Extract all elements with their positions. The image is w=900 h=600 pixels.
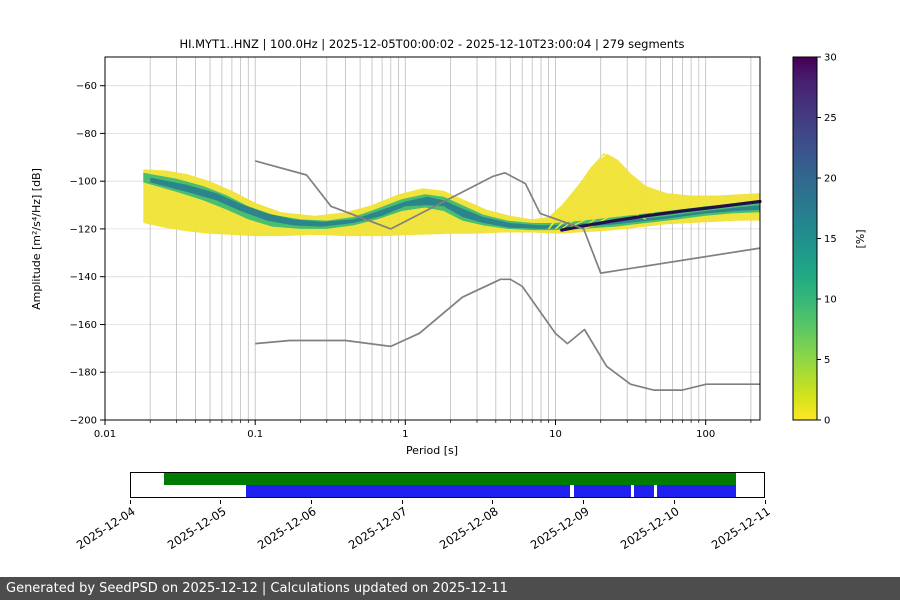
timeline-coverage-segment xyxy=(574,485,632,497)
timeline-tick xyxy=(492,500,494,504)
x-tick-label: 0.01 xyxy=(94,429,116,440)
footer-text: Generated by SeedPSD on 2025-12-12 | Cal… xyxy=(6,581,508,596)
x-tick-label: 10 xyxy=(549,429,562,440)
x-tick-label: 1 xyxy=(402,429,408,440)
timeline-bar xyxy=(130,472,765,498)
timeline-tick xyxy=(583,500,585,504)
high-noise-model-line xyxy=(254,160,761,274)
timeline-tick xyxy=(220,500,222,504)
x-axis-label: Period [s] xyxy=(406,444,458,457)
y-tick-label: −100 xyxy=(70,177,97,188)
timeline-coverage-segment xyxy=(634,485,654,497)
psd-spectrogram-chart: 0.01 0.1 1 10 100−60−80−100−120−140−160−180−… xyxy=(30,37,867,457)
y-tick-label: −120 xyxy=(70,224,97,235)
psd-fan-line xyxy=(548,161,667,230)
low-noise-model-line xyxy=(255,278,760,391)
colorbar-tick-label: 5 xyxy=(824,355,830,366)
colorbar-tick-label: 20 xyxy=(824,174,837,185)
psd-fan-line xyxy=(561,194,636,232)
plot-frame xyxy=(104,56,761,421)
colorbar-tick-label: 0 xyxy=(824,416,830,427)
colorbar-gradient xyxy=(793,57,817,420)
timeline-tick xyxy=(401,500,403,504)
y-tick-label: −180 xyxy=(70,368,97,379)
footer-bar: Generated by SeedPSD on 2025-12-12 | Cal… xyxy=(0,577,900,600)
psd-fan-line xyxy=(555,177,654,230)
x-tick-label: 0.1 xyxy=(247,429,263,440)
timeline-tick xyxy=(673,500,675,504)
chart-title: HI.MYT1..HNZ | 100.0Hz | 2025-12-05T00:0… xyxy=(179,37,684,51)
psd-fan-line xyxy=(555,169,650,230)
timeline-tick xyxy=(129,500,131,504)
psd-fan-line xyxy=(548,152,673,230)
psd-mode-line xyxy=(560,199,762,232)
psd-density-outer-yellow xyxy=(143,153,761,237)
colorbar-label: [%] xyxy=(854,229,867,248)
colorbar-tick-label: 25 xyxy=(824,113,837,124)
timeline-tick xyxy=(764,500,766,504)
y-tick-label: −80 xyxy=(76,129,97,140)
y-tick-label: −160 xyxy=(70,320,97,331)
timeline-coverage-segment xyxy=(657,485,737,497)
colorbar-tick-label: 10 xyxy=(824,295,837,306)
y-tick-label: −60 xyxy=(76,81,97,92)
y-axis-label: Amplitude [m²/s⁴/Hz] [dB] xyxy=(30,168,43,310)
psd-fan-line xyxy=(572,209,647,232)
timeline-availability-segment xyxy=(163,473,737,485)
y-tick-label: −140 xyxy=(70,272,97,283)
colorbar-tick-label: 30 xyxy=(824,53,837,64)
x-tick-label: 100 xyxy=(696,429,715,440)
colorbar-tick-label: 15 xyxy=(824,234,837,245)
timeline-coverage-segment xyxy=(245,485,571,497)
psd-fan-line xyxy=(561,186,654,230)
plot-area: 0.01 0.1 1 10 100−60−80−100−120−140−160−180−… xyxy=(70,53,837,441)
psd-density-mid-green xyxy=(143,172,761,231)
y-tick-label: −200 xyxy=(70,416,97,427)
timeline-tick xyxy=(310,500,312,504)
